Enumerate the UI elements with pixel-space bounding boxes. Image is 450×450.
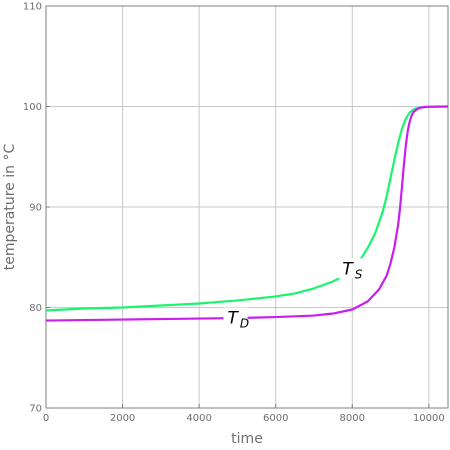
series-label-main: T	[228, 309, 240, 329]
y-tick-label: 110	[23, 2, 42, 13]
series	[45, 105, 449, 322]
label-background	[223, 307, 248, 328]
x-axis-label: time	[231, 431, 263, 447]
grid	[45, 5, 448, 409]
series-labels: T ST D	[223, 258, 363, 331]
label-background	[338, 258, 363, 279]
y-tick-label: 80	[29, 303, 42, 314]
y-tick-label: 90	[29, 203, 42, 214]
y-tick-label: 100	[23, 102, 42, 113]
series-label-subscript: S	[355, 267, 363, 281]
series-label-main: T	[342, 259, 354, 279]
x-tick-label: 6000	[263, 413, 288, 424]
y-axis-label: temperature in °C	[2, 144, 18, 271]
y-tick-label: 70	[29, 404, 42, 415]
ticks: 0 2000 4000 6000 8000 10000 70 80 90 100 110	[23, 2, 445, 425]
x-tick-label: 10000	[413, 413, 445, 424]
series-label-subscript: D	[240, 317, 249, 331]
series-line-t-d	[45, 105, 449, 322]
series-line-t-s	[45, 105, 449, 312]
x-tick-label: 8000	[340, 413, 365, 424]
x-tick-label: 0	[43, 413, 49, 424]
x-tick-label: 2000	[110, 413, 135, 424]
x-tick-label: 4000	[186, 413, 211, 424]
